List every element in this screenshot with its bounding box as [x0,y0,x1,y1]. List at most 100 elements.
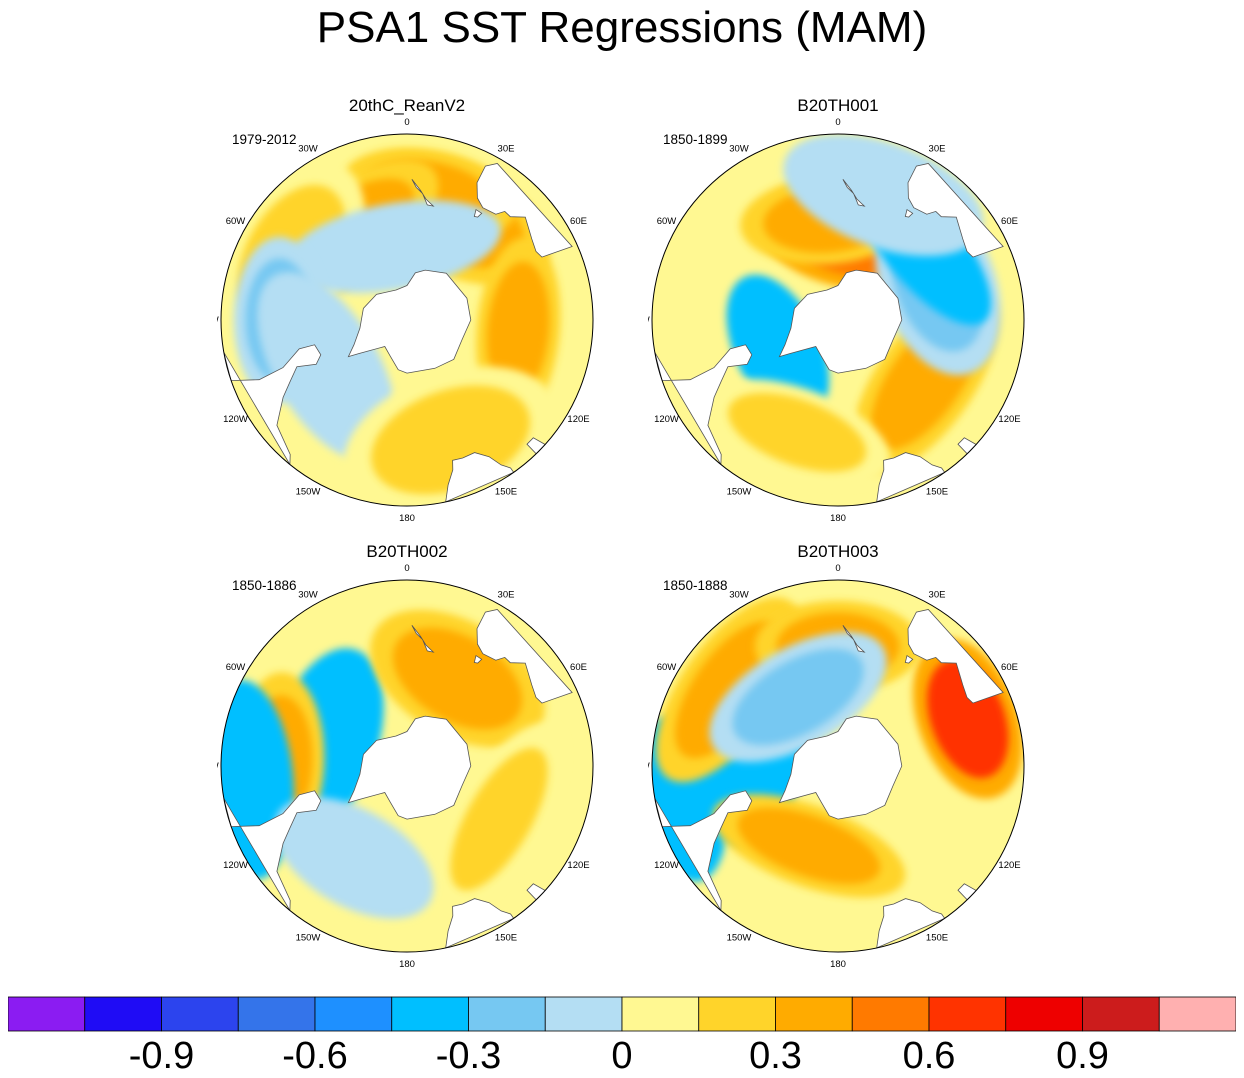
longitude-label: 180 [830,959,846,970]
longitude-label: 30W [298,590,318,601]
land-africa [445,898,515,949]
panel-b20th003: 030E60E90E120E150E180150W120W90W60W30W B… [648,542,1028,970]
panel-title: 20thC_ReanV2 [348,96,466,115]
map-boundary [651,133,1025,507]
anomaly-region [315,212,474,282]
longitude-label: 150E [495,933,517,944]
longitude-label: 30E [929,590,946,601]
colorbar-box [621,996,700,1032]
colorbar-tick-label: 0 [611,1035,633,1077]
longitude-label: 60E [570,216,587,227]
longitude-label: 120E [567,414,589,425]
colorbar-labels: -0.9 -0.6 -0.3 0 0.3 0.6 0.9 [8,1034,1236,1078]
land-tasmania [473,208,483,218]
panel-period: 1850-1886 [232,578,297,593]
land-africa [445,452,515,503]
colorbar-box [698,996,776,1032]
land-antarctica [778,715,903,820]
anomaly-region [732,648,864,746]
longitude-label: 120E [998,414,1020,425]
colorbar-box [468,996,546,1032]
map-boundary [220,579,594,953]
colorbar-box [237,996,316,1032]
land-new-zealand [842,179,866,207]
longitude-label: 0 [404,563,409,574]
landmasses [654,609,1004,949]
land-south-america [654,790,753,912]
colorbar-box [161,996,239,1032]
colorbar-tick-label: -0.6 [282,1035,348,1077]
land-australia [476,609,573,704]
longitude-label: 150E [495,487,517,498]
longitude-label: 150E [926,933,948,944]
anomaly-region [486,261,550,398]
land-tasmania [904,208,914,218]
land-south-america [654,344,753,466]
land-africa [876,898,946,949]
panel-b20th002: 030E60E90E120E150E180150W120W90W60W30W B… [217,542,597,970]
polar-map: 030E60E90E120E150E180150W120W90W60W30W [217,563,597,970]
sst-field [221,580,593,952]
anomaly-region [737,807,881,885]
longitude-label: 30E [498,144,515,155]
landmasses [223,609,573,949]
colorbar-box [84,996,162,1032]
longitude-label: 30W [298,144,318,155]
land-antarctica [778,269,903,374]
land-australia [907,609,1004,704]
panel-period: 1850-1899 [663,132,728,147]
chart-title: PSA1 SST Regressions (MAM) [316,3,928,52]
longitude-label: 30E [929,144,946,155]
land-tasmania [904,654,914,664]
colorbar [8,996,1236,1032]
panel-title: B20TH001 [797,96,879,115]
panel-20thc-reanv2: 030E60E90E120E150E180150W120W90W60W30W 2… [217,96,597,524]
colorbar-box [775,996,853,1032]
colorbar-tick-label: 0.9 [1056,1035,1109,1077]
landmasses [654,163,1004,503]
land-new-zealand [411,179,435,207]
anomaly-region [728,392,867,472]
land-new-zealand [842,625,866,653]
colorbar-tick-label: 0.6 [902,1035,956,1077]
longitude-label: 120W [223,414,248,425]
colorbar-tick-label: -0.9 [128,1035,195,1077]
longitude-label: 120E [998,860,1020,871]
longitude-label: 60E [1001,662,1018,673]
panel-b20th001: 030E60E90E120E150E180150W120W90W60W30W B… [648,96,1028,524]
sst-field [652,580,1024,952]
longitude-label: 30E [498,590,515,601]
land-new-zealand [411,625,435,653]
longitude-label: 150E [926,487,948,498]
longitude-label: 120W [223,860,248,871]
polar-map: 030E60E90E120E150E180150W120W90W60W30W [648,563,1028,970]
longitude-label: 120W [654,860,679,871]
colorbar-box [928,996,1007,1032]
panel-period: 1850-1888 [663,578,728,593]
land-australia [907,163,1004,258]
anomaly-region [450,747,548,891]
colorbar-box [1082,996,1160,1032]
polar-map: 030E60E90E120E150E180150W120W90W60W30W [648,117,1028,524]
longitude-label: 90W [648,761,650,772]
land-south-america [223,344,322,466]
anomaly-region [275,296,378,437]
longitude-label: 60E [1001,216,1018,227]
longitude-label: 60W [657,662,677,673]
anomaly-region [294,813,413,903]
colorbar-box [391,996,469,1032]
longitude-label: 120E [567,860,589,871]
colorbar-box [314,996,393,1032]
land-australia [476,163,573,258]
longitude-label: 60E [570,662,587,673]
longitude-label: 90W [648,315,650,326]
longitude-label: 0 [404,117,409,128]
longitude-label: 150W [296,933,321,944]
polar-map: 030E60E90E120E150E180150W120W90W60W30W [217,117,597,524]
longitude-label: 0 [835,563,840,574]
colorbar-tick-label: 0.3 [749,1035,802,1077]
longitude-label: 30W [729,590,749,601]
longitude-label: 150W [296,487,321,498]
colorbar-box [8,996,86,1032]
colorbar-box [1158,996,1236,1032]
